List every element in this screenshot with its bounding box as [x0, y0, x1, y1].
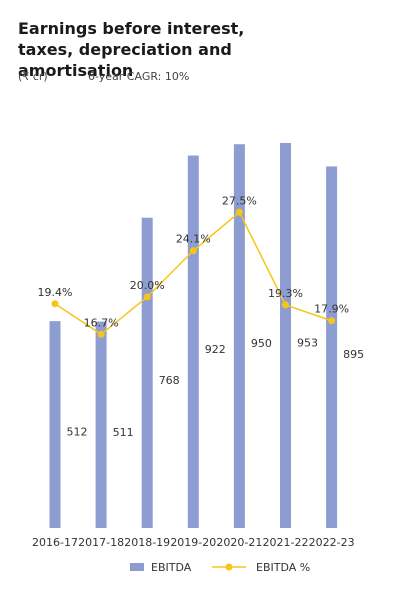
line-point [97, 330, 105, 338]
annotation: 6-year CAGR: 10% [88, 70, 190, 83]
bar-value-label: 922 [205, 343, 226, 356]
bar [141, 217, 153, 528]
line-value-label: 19.4% [38, 286, 73, 299]
line-point [282, 301, 289, 309]
line-value-label: 20.0% [130, 279, 165, 292]
bar-value-label: 895 [343, 348, 364, 361]
legend-swatch [225, 563, 233, 571]
x-tick-label: 2016-17 [32, 536, 78, 549]
line-point [51, 300, 59, 308]
line-value-label: 19.3% [268, 287, 303, 300]
bar [280, 142, 291, 528]
bar [326, 166, 338, 529]
bar-value-label: 512 [67, 426, 88, 439]
line-value-label: 17.9% [314, 303, 349, 316]
bar [233, 144, 245, 528]
x-tick-label: 2020-21 [216, 536, 262, 549]
legend-label: EBITDA % [256, 561, 310, 574]
chart-subtitle: (₹ cr) [18, 70, 48, 83]
x-tick-label: 2017-18 [78, 536, 124, 549]
line-value-label: 24.1% [176, 233, 211, 246]
line-point [189, 247, 197, 255]
legend-label: EBITDA [151, 561, 192, 574]
line-point [235, 208, 243, 216]
chart-title: Earnings before interest, taxes, depreci… [18, 19, 245, 80]
x-tick-label: 2019-20 [170, 536, 216, 549]
line-value-label: 16.7% [84, 316, 119, 329]
legend-swatch [130, 563, 144, 571]
line-point [328, 317, 336, 325]
bar-value-label: 768 [159, 374, 180, 387]
x-tick-label: 2022-23 [309, 536, 355, 549]
bar-value-label: 953 [297, 336, 318, 349]
line-value-label: 27.5% [222, 194, 257, 207]
line-point [143, 293, 151, 301]
bar [187, 155, 199, 528]
x-tick-label: 2018-19 [124, 536, 170, 549]
bar [95, 321, 107, 528]
bar [49, 321, 61, 528]
bar-value-label: 511 [113, 426, 134, 439]
x-tick-label: 2021-22 [263, 536, 309, 549]
bar-value-label: 950 [251, 337, 272, 350]
